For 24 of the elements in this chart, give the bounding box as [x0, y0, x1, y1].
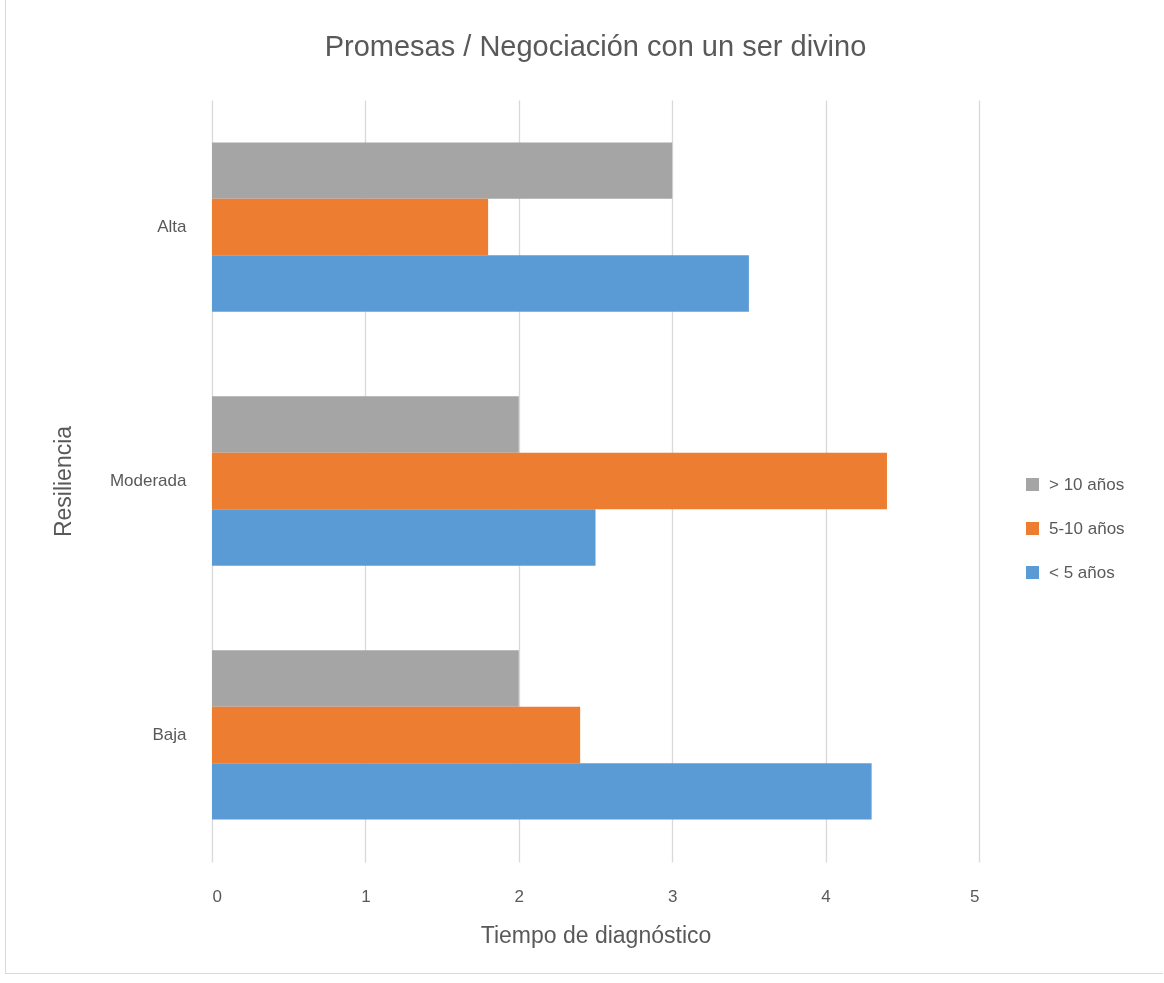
chart-title: Promesas / Negociación con un ser divino	[324, 30, 867, 62]
x-tick-label: 3	[667, 886, 678, 906]
legend-label: > 10 años	[1049, 474, 1125, 494]
y-tick-label: Moderada	[109, 471, 188, 490]
bar	[212, 142, 673, 199]
bar	[212, 452, 887, 510]
x-tick-label: 1	[361, 886, 371, 906]
bar	[212, 509, 596, 566]
x-tick-label: 4	[821, 886, 831, 906]
legend-label: 5-10 años	[1049, 518, 1125, 538]
x-tick-label: 2	[514, 886, 525, 906]
legend-label: < 5 años	[1049, 562, 1115, 582]
x-axis-title: Tiempo de diagnóstico	[480, 921, 712, 948]
y-tick-label: Baja	[152, 724, 188, 744]
x-tick-label: 0	[212, 886, 222, 906]
y-axis-title: Resiliencia	[49, 425, 76, 538]
bar	[212, 650, 519, 707]
bar	[212, 198, 489, 256]
x-tick-label: 5	[970, 886, 980, 906]
bar	[212, 763, 872, 820]
y-tick-label: Alta	[157, 217, 188, 237]
bar	[212, 396, 519, 453]
bar	[212, 255, 749, 312]
bar	[212, 706, 581, 764]
